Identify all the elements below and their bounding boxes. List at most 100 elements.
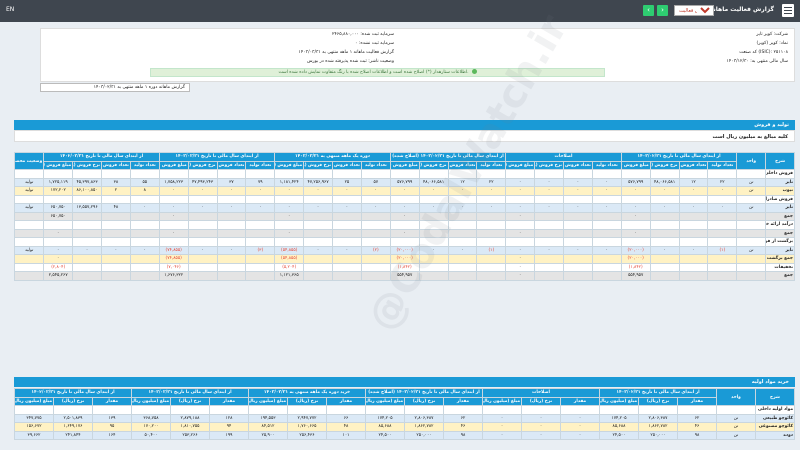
table-cell <box>418 220 449 230</box>
column-subheader: مبلغ فروش (میلیون ریال) <box>274 160 305 170</box>
language-toggle[interactable]: EN <box>6 6 15 13</box>
table-cell <box>129 262 160 272</box>
table-cell: ۰ <box>389 211 420 221</box>
table-cell <box>14 405 54 415</box>
table-cell <box>418 211 449 221</box>
table-cell <box>505 169 536 179</box>
table-cell: ۰ <box>534 203 564 213</box>
table-row: جمع ۰ ۰ ۰ ۰ ۰ ۰ <box>13 228 795 238</box>
table-cell: ۰ <box>476 203 507 213</box>
previous-report-link[interactable]: گزارش ماهانه دوره ۱ ماهه منتهی به ۱۴۰۳/۰… <box>40 83 190 92</box>
table-cell: ۵۷۶,۷۹۹ <box>389 177 420 187</box>
table-cell <box>563 194 593 204</box>
table-cell: ۰ <box>332 186 362 196</box>
row-label: جمع <box>765 271 795 281</box>
table-cell <box>678 271 709 281</box>
table-cell: ۰ <box>560 422 600 432</box>
table-cell: ۰ <box>505 245 536 255</box>
table-cell: ۰ <box>649 245 680 255</box>
table-cell: (۱,۸۴۲) <box>620 262 651 272</box>
column-subheader: تعداد تولید <box>245 160 276 170</box>
table-cell: ۳۴۷,۷۷۵ <box>14 413 54 423</box>
column-header: اصلاحات <box>482 388 600 398</box>
column-subheader: تعداد فروش <box>678 160 709 170</box>
table-cell <box>418 271 449 281</box>
table-cell: ۲,۸۰۶,۳۸۷ <box>404 413 444 423</box>
table-cell: (۵۴,۸۵۵) <box>274 254 305 264</box>
table-cell <box>303 169 333 179</box>
table-cell <box>287 405 327 415</box>
table-cell <box>649 211 680 221</box>
table-cell: ۲۵۰,۰۰۰ <box>638 430 678 440</box>
table-cell <box>649 220 680 230</box>
column-subheader: مبلغ فروش (میلیون ریال) <box>158 160 189 170</box>
table-cell: ۶۲ <box>443 413 483 423</box>
table-cell: تن <box>736 177 767 187</box>
table-cell <box>216 228 247 238</box>
table-cell: ۰ <box>303 245 333 255</box>
table-cell <box>447 194 478 204</box>
table-cell: ۰ <box>360 186 391 196</box>
table-cell: ۰ <box>505 254 536 264</box>
table-cell: ۶۵۰,۷۵۰ <box>43 211 74 221</box>
table-cell <box>638 405 678 415</box>
table-cell: (۲۰,۰۰۰) <box>620 254 651 264</box>
row-label: جمع <box>765 211 795 221</box>
table-cell: ۰ <box>187 186 218 196</box>
column-subheader: مقدار <box>677 396 717 406</box>
table-cell <box>129 237 160 247</box>
table-cell: ۰ <box>707 186 738 196</box>
table-cell <box>158 237 189 247</box>
table-cell <box>248 405 288 415</box>
table-row: فروش صادراتی <box>13 194 795 204</box>
column-subheader: نرخ (ریال) <box>638 396 678 406</box>
column-subheader: تعداد فروش <box>332 160 362 170</box>
table-cell: ۰ <box>563 186 593 196</box>
table-cell <box>736 169 767 179</box>
table-cell: ۶۵۰,۷۵۰ <box>43 203 74 213</box>
table-cell <box>216 211 247 221</box>
table-cell: ۱۹۴,۵۵۳ <box>248 413 288 423</box>
table-row: تایر تن ۰ ۰ ۰ ۰ ۰ ۰ ۰ ۰ ۰ ۰ ۰ ۰ ۰ ۰ ۰ ۰ ۰ ۰ ۰ ۰ ۰ ۴۸ ۱۳,۵۵۷,۲۹۶ ۶… <box>13 203 795 213</box>
next-arrow-icon[interactable]: › <box>657 5 668 16</box>
column-subheader: تعداد فروش <box>447 160 478 170</box>
table-cell <box>53 405 93 415</box>
column-subheader: نرخ (ریال) <box>287 396 327 406</box>
table-cell: ۹۸ <box>443 430 483 440</box>
table-cell: ۱۰۱ <box>326 430 366 440</box>
table-cell <box>707 254 738 264</box>
table-cell <box>360 169 391 179</box>
table-cell: ۴۷,۲۵۶,۹۶۷ <box>303 177 333 187</box>
table-cell <box>736 194 767 204</box>
table-cell <box>303 237 333 247</box>
table-cell <box>72 237 102 247</box>
table-cell: (۲۰,۰۰۰) <box>389 245 420 255</box>
prev-arrow-icon[interactable]: ‹ <box>643 5 654 16</box>
report-type-select[interactable]: گزارش فعالیت <box>674 5 714 16</box>
table-cell <box>678 194 709 204</box>
table-cell: ۱۷۲,۲۰۲ <box>43 186 74 196</box>
table-cell: (۵,۲۰۴) <box>274 262 305 272</box>
table-cell <box>13 169 45 179</box>
column-subheader: تعداد تولید <box>129 160 160 170</box>
column-header: از ابتدای سال مالی تا تاریخ ۱۴۰۳/۰۲/۳۱ <box>599 388 717 398</box>
row-label: فروش داخلی <box>765 169 795 179</box>
table-cell <box>303 262 333 272</box>
table-cell: ۰ <box>216 245 247 255</box>
table-cell <box>707 228 738 238</box>
table-cell <box>303 220 333 230</box>
table-cell <box>447 228 478 238</box>
table-cell: ۰ <box>447 186 478 196</box>
table-cell <box>245 211 276 221</box>
table-cell <box>216 237 247 247</box>
table-cell <box>332 271 362 281</box>
table-cell <box>43 169 74 179</box>
table-cell: ۴۸ <box>101 203 131 213</box>
table-cell <box>72 220 102 230</box>
table-cell: ۲۲ <box>476 177 507 187</box>
table-cell <box>274 237 305 247</box>
table-cell: ۰ <box>591 177 622 187</box>
column-header: از ابتدای سال مالی تا تاریخ ۱۴۰۳/۰۲/۳۱ (… <box>365 388 483 398</box>
table-cell <box>678 211 709 221</box>
